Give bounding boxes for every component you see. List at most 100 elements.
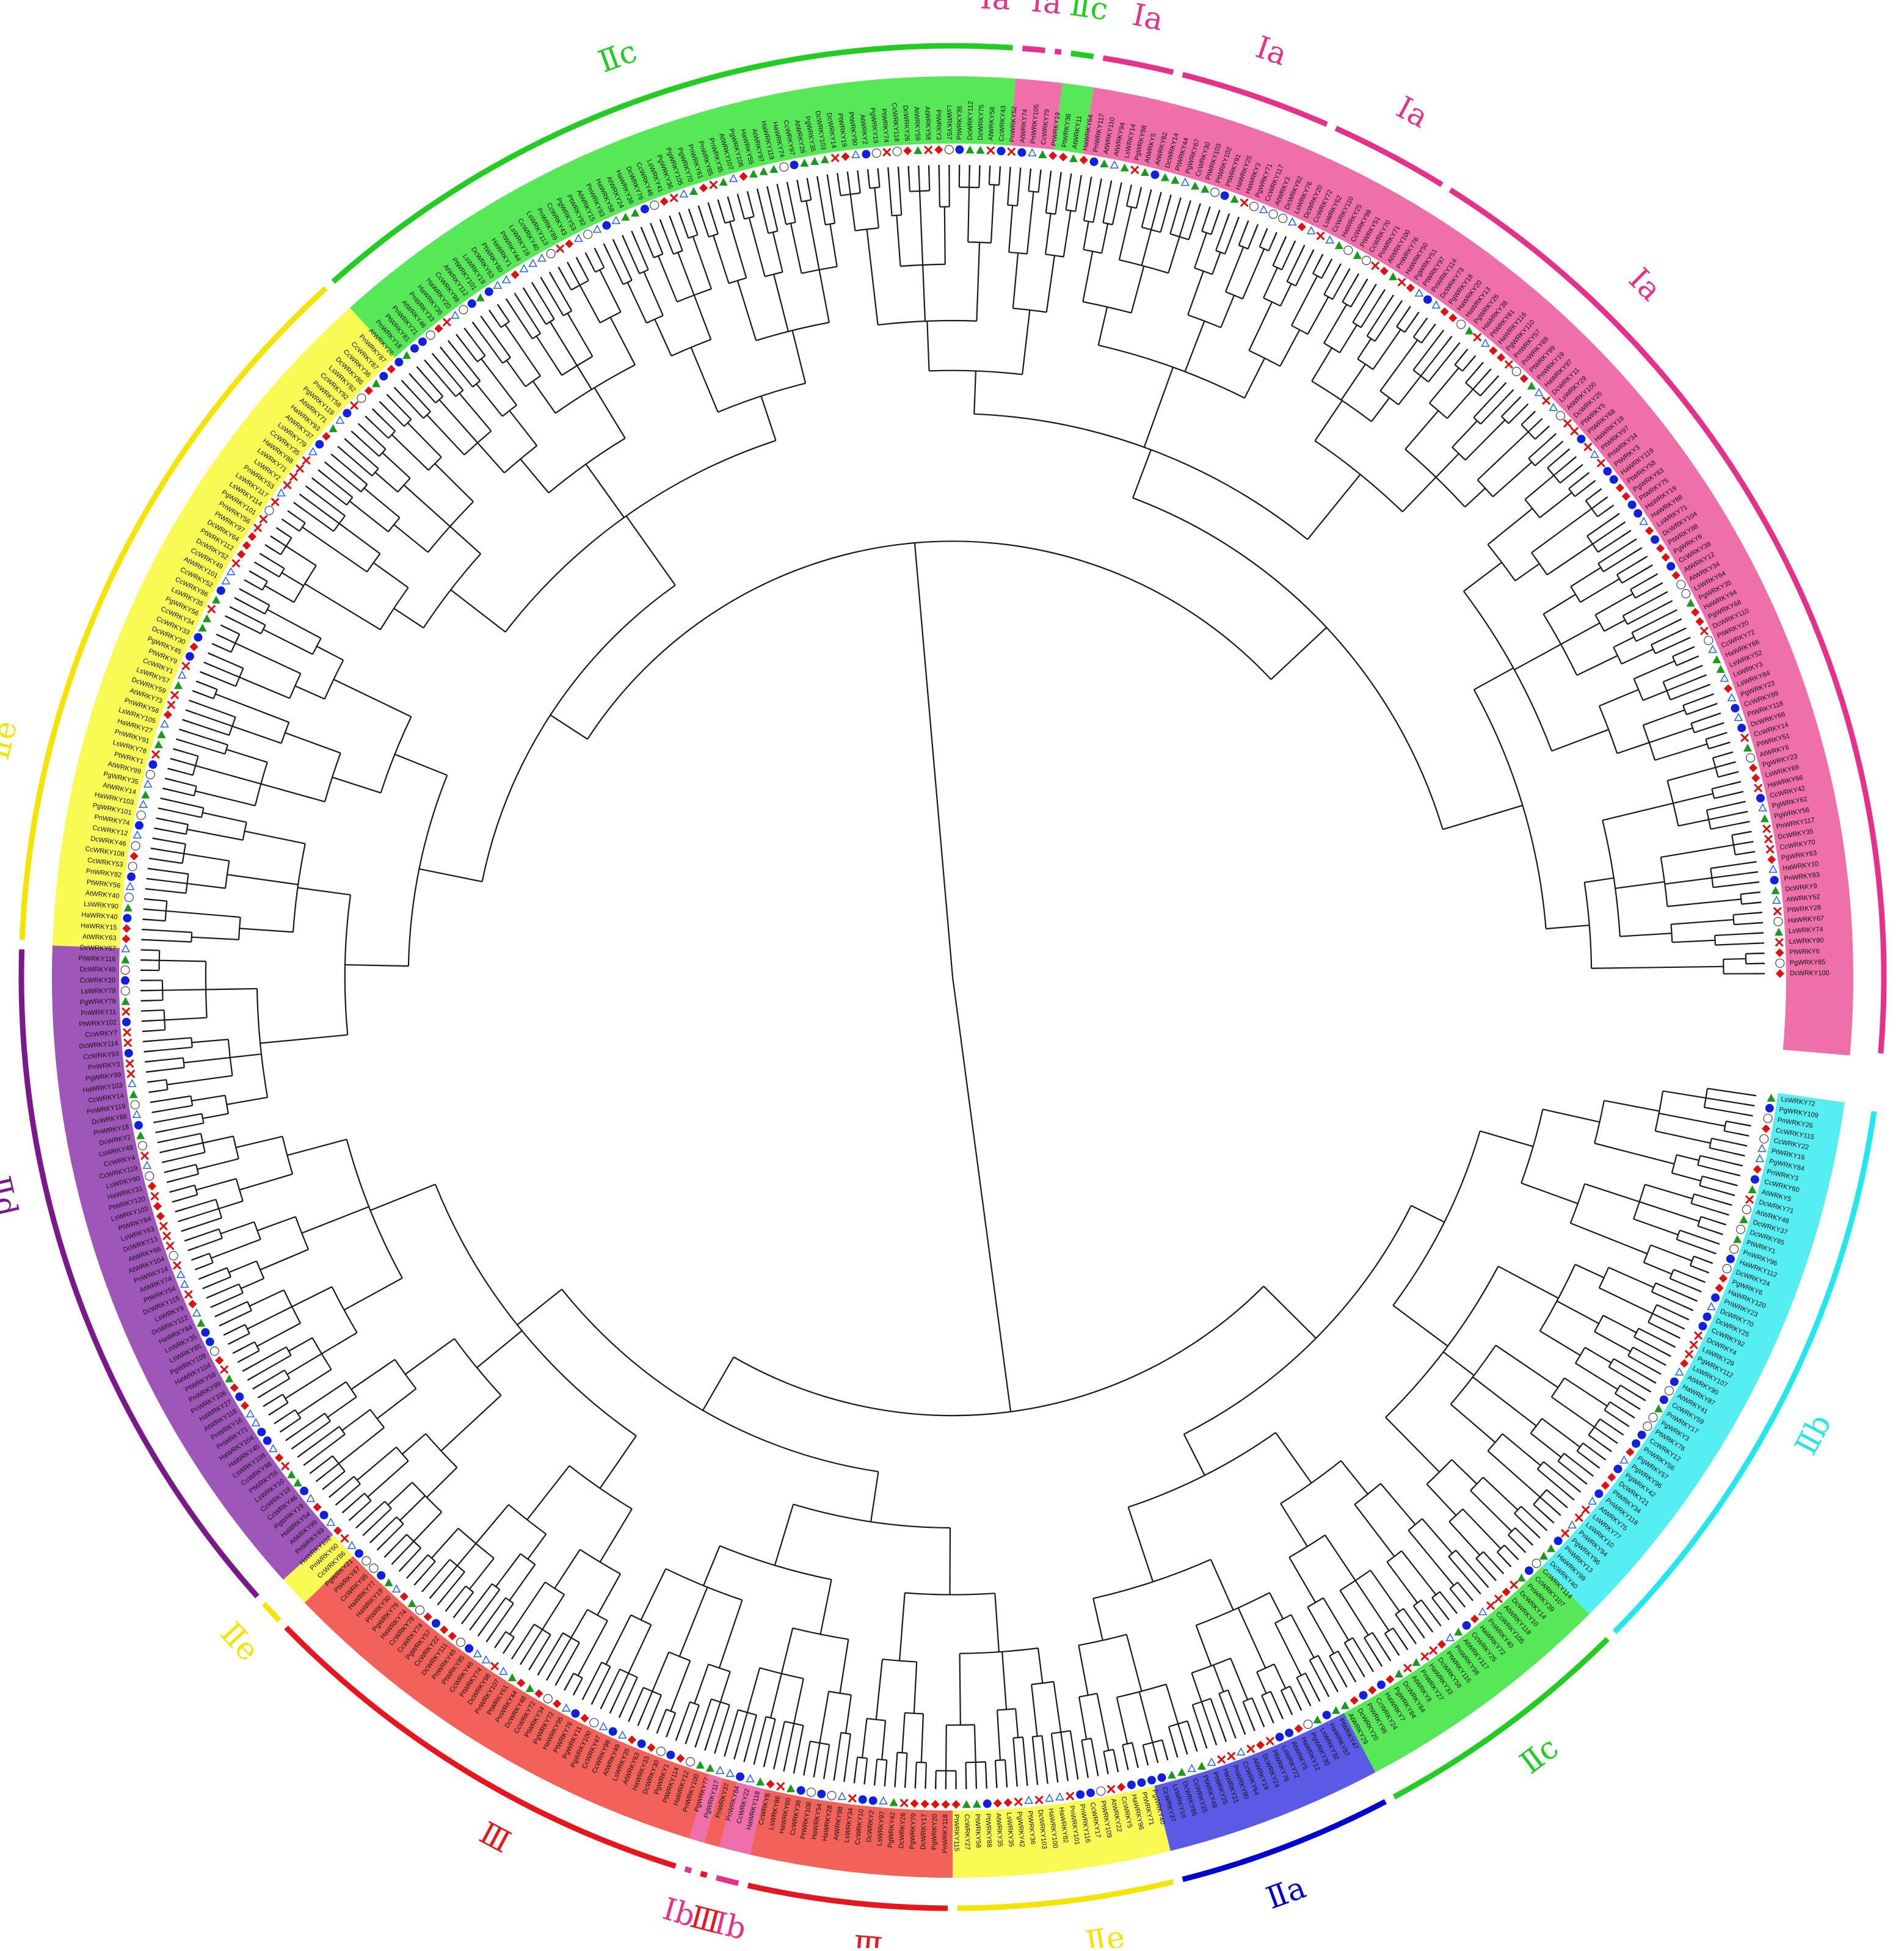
tree-branch [1413,330,1444,370]
tree-branch [1281,1503,1307,1546]
tree-branch [1296,250,1314,286]
leaf-marker [121,956,129,964]
leaf-marker [1569,1521,1576,1528]
leaf-marker [1372,262,1379,269]
tree-branch [1508,1535,1526,1553]
leaf-marker [800,159,808,167]
leaf-marker [1751,774,1760,782]
leaf-marker [1421,1653,1428,1660]
tree-branch [267,609,321,638]
tree-branch [1083,222,1088,250]
leaf-marker [410,344,419,353]
tree-branch [1636,619,1681,642]
tree-branch [1659,1113,1725,1126]
tree-branch [1028,169,1031,191]
tree-branch [409,374,435,403]
leaf-marker [1368,1686,1376,1695]
tree-branch [1715,933,1764,936]
tree-branch [187,829,242,840]
tree-branch [804,1742,810,1776]
tree-branch [600,1436,636,1488]
tree-branch [578,1621,608,1676]
tree-branch [1321,259,1332,278]
tree-branch [864,1758,867,1784]
leaf-marker [777,1782,784,1790]
tree-branch [1099,307,1107,346]
tree-branch [509,410,537,445]
leaf-marker [1756,794,1765,802]
tree-branch [791,223,802,274]
tree-branch [1535,441,1563,466]
tree-branch [1707,802,1746,810]
tree-branch [1712,872,1757,878]
leaf-marker [1313,1715,1321,1723]
tree-branch [164,1164,196,1172]
tree-branch [159,961,206,962]
leaf-marker [1473,333,1481,341]
tree-branch [1707,1089,1756,1096]
leaf-marker [1767,856,1776,864]
tree-branch [773,232,783,272]
leaf-marker [122,945,129,952]
leaf-marker [1737,724,1746,732]
leaf-marker [1589,1497,1596,1504]
tree-branch [288,510,305,523]
tree-branch [258,1379,289,1398]
leaf-marker [1525,1566,1533,1575]
tree-branch [271,536,286,546]
tree-branch [457,1544,476,1566]
leaf-marker [1188,1765,1196,1771]
leaf-marker [1638,1431,1646,1439]
leaf-marker [1717,665,1725,673]
leaf-marker [1059,153,1067,161]
tree-branch [728,197,735,220]
leaf-label: LsWRKY79 [81,987,115,995]
tree-branch [819,270,829,322]
leaf-marker [538,255,545,261]
leaf-marker [529,260,537,266]
tree-branch [1230,1659,1248,1700]
tree-branch [265,545,281,554]
leaf-marker [372,379,380,387]
leaf-marker [710,181,717,189]
tree-branch [172,1194,197,1202]
tree-branch [351,431,379,456]
tree-branch [1275,1623,1301,1676]
tree-branch [370,1517,397,1542]
leaf-marker [369,1564,378,1572]
tree-branch [1184,1434,1205,1475]
tree-branch [374,563,409,588]
leaf-marker [925,147,932,154]
tree-branch [999,166,1000,185]
tree-branch [851,194,856,231]
tree-branch [212,644,231,652]
leaf-marker [178,671,186,678]
leaf-marker [1561,1530,1569,1537]
leaf-label: PtWRKY115 [953,1814,960,1851]
tree-branch [142,1020,164,1021]
tree-branch [476,1505,509,1544]
tree-branch [1640,1202,1699,1221]
tree-branch [1547,544,1593,575]
tree-branch [619,1677,638,1718]
tree-branch [606,1615,631,1665]
tree-branch [520,1630,542,1665]
leaf-marker [600,1723,607,1729]
leaf-marker [1773,896,1780,903]
leaf-marker [602,221,611,230]
leaf-marker [1066,1792,1074,1800]
tree-branch [1710,862,1756,868]
leaf-marker [1626,1448,1634,1456]
tree-branch [888,167,892,216]
leaf-marker [1571,427,1578,435]
leaf-marker [1276,1733,1284,1742]
tree-branch [1269,232,1277,250]
leaf-marker [821,155,829,163]
tree-branch [754,1717,766,1764]
tree-branch [824,1745,829,1779]
leaf-marker [1556,412,1564,420]
clade-label: Ⅰa [1130,0,1166,38]
tree-branch [1307,1607,1334,1654]
tree-branch [156,818,188,824]
